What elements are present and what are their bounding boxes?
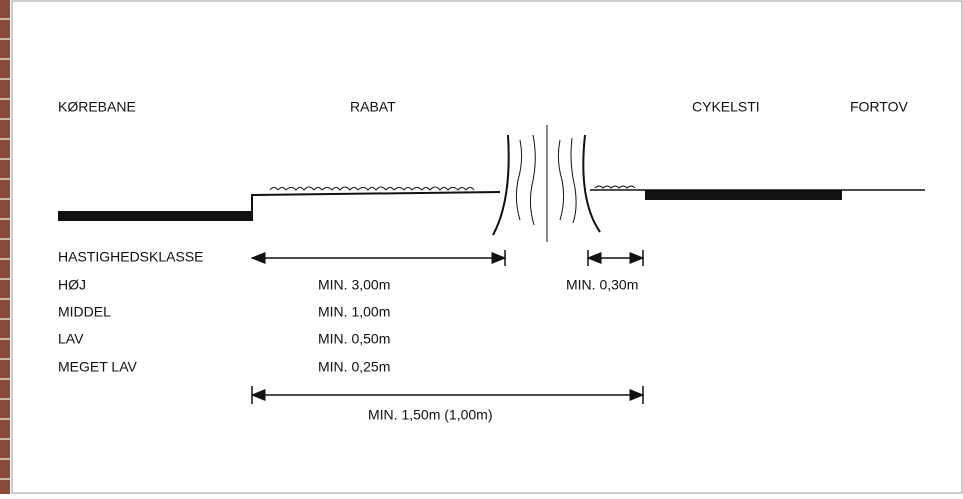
speed-class: MEGET LAV <box>58 359 138 375</box>
section-label: CYKELSTI <box>692 99 760 115</box>
total-width: MIN. 1,50m (1,00m) <box>368 407 492 423</box>
speed-distance: MIN. 1,00m <box>318 304 390 320</box>
brick-edge <box>0 0 10 494</box>
speed-distance: MIN. 0,25m <box>318 359 390 375</box>
section-label: FORTOV <box>850 99 908 115</box>
speed-class: HØJ <box>58 277 86 293</box>
speed-class: MIDDEL <box>58 304 111 320</box>
speed-distance: MIN. 3,00m <box>318 277 390 293</box>
profile <box>58 125 925 242</box>
speed-heading: HASTIGHEDSKLASSE <box>58 249 204 265</box>
speed-distance: MIN. 0,50m <box>318 331 390 347</box>
tree-clearance: MIN. 0,30m <box>566 277 638 293</box>
dimensions <box>250 250 645 404</box>
section-label: RABAT <box>350 99 396 115</box>
section-label: KØREBANE <box>58 99 136 115</box>
speed-class: LAV <box>58 331 84 347</box>
frame <box>11 0 963 494</box>
